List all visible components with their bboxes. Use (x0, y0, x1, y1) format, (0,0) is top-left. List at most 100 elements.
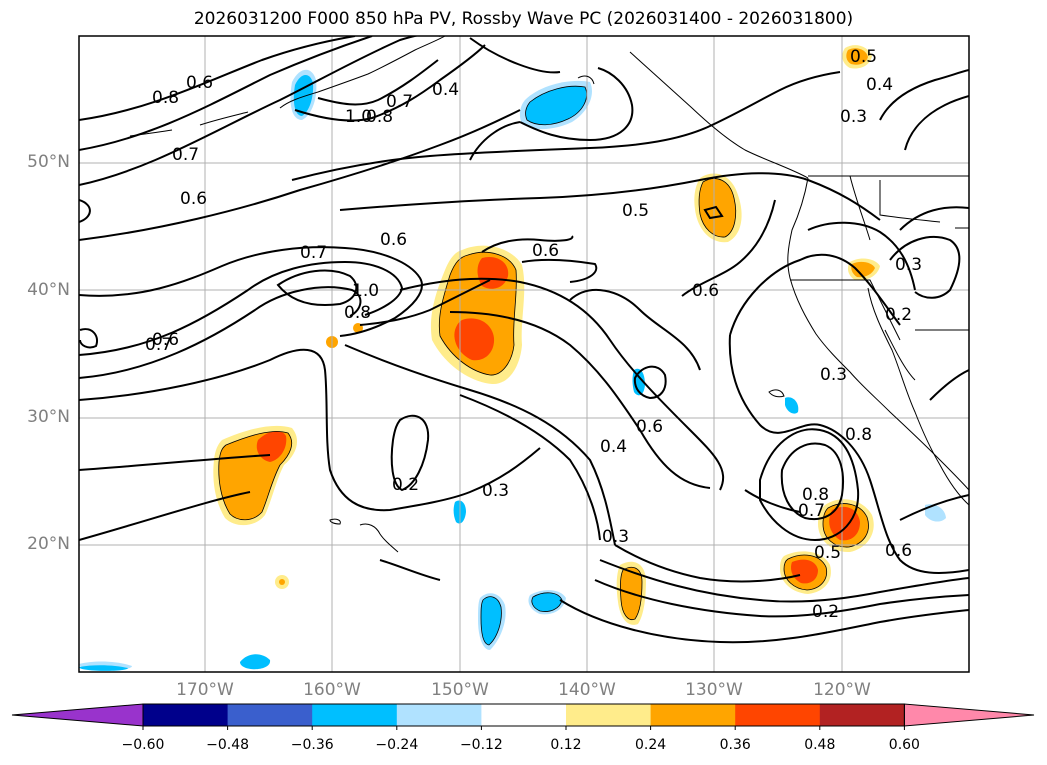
contour-line (594, 579, 969, 618)
contour-label: 0.5 (850, 47, 877, 67)
contour-label: 0.4 (432, 80, 459, 100)
contour-line (744, 489, 801, 513)
contour-label: 0.3 (820, 365, 847, 385)
contour-line (469, 121, 521, 161)
contour-label: 0.8 (344, 303, 371, 323)
colorbar-tick-label: 0.12 (550, 737, 582, 753)
lon-tick-label: 170°W (176, 680, 234, 700)
contour-line (79, 286, 362, 379)
contour-line (481, 235, 574, 253)
contour-label: 0.4 (600, 437, 627, 457)
colorbar-segment (566, 704, 652, 726)
contour-label: 0.8 (845, 425, 872, 445)
anomaly-negative-light (925, 504, 946, 522)
contour-line (79, 454, 271, 471)
anomaly-negative-mid (79, 665, 128, 671)
contour-label: 0.7 (798, 501, 825, 521)
map-background (79, 36, 969, 672)
pv-contours (79, 36, 969, 644)
contour-line (703, 205, 724, 220)
lon-tick-label: 140°W (558, 680, 616, 700)
colorbar-tick-label: −0.48 (206, 737, 250, 753)
contour-label: 0.4 (866, 75, 893, 95)
contour-line (390, 414, 430, 492)
lat-tick-label: 50°N (27, 152, 70, 172)
anomaly-negative-mid (525, 86, 587, 125)
anomaly-positive-strong (454, 318, 495, 361)
map-frame (78, 35, 970, 673)
contour-line (399, 277, 725, 491)
contour-line (899, 206, 969, 231)
anomaly-negative-mid (240, 654, 271, 670)
contour-label: 0.3 (602, 527, 629, 547)
contour-label: 0.6 (152, 330, 179, 350)
colorbar-tick-label: −0.60 (121, 737, 165, 753)
contour-line (79, 109, 521, 241)
colorbar-segment (735, 704, 821, 726)
anomaly-positive-strong (477, 256, 509, 289)
contour-label: 0.2 (392, 475, 419, 495)
anomaly-positive-strong (791, 559, 818, 584)
colorbar-tick-label: 0.48 (804, 737, 836, 753)
anomaly-positive-mid (851, 261, 875, 278)
colorbar-tick-label: −0.24 (375, 737, 419, 753)
contour-label: 0.6 (186, 73, 213, 93)
contour-line (459, 394, 601, 541)
contour-label: 0.3 (482, 481, 509, 501)
anomaly-negative-mid (785, 397, 799, 414)
contour-label: 1.0 (352, 281, 379, 301)
coastlines (129, 36, 969, 553)
contour-label: 0.6 (380, 230, 407, 250)
contour-label: 0.6 (636, 417, 663, 437)
contour-line (759, 428, 860, 542)
lat-tick-label: 30°N (27, 407, 70, 427)
contour-line (889, 235, 961, 299)
contour-line (79, 36, 373, 151)
contour-label: 0.5 (814, 543, 841, 563)
contour-line (469, 37, 561, 74)
colorbar-segment (143, 704, 229, 726)
contour-line (521, 258, 598, 283)
colorbar (11, 703, 1035, 730)
anomaly-positive-strong (829, 506, 860, 541)
contour-label: 0.3 (895, 255, 922, 275)
colorbar-extend-max (903, 703, 1035, 727)
colorbar-tick-label: 0.36 (719, 737, 751, 753)
contour-line (339, 172, 881, 221)
contour-line (79, 260, 404, 356)
anomaly-negative-mid (481, 596, 502, 645)
contour-line (879, 69, 969, 121)
contour-label: 0.8 (366, 107, 393, 127)
colorbar-tick-label: −0.12 (459, 737, 503, 753)
chart-title: 2026031200 F000 850 hPa PV, Rossby Wave … (193, 9, 854, 29)
colorbar-segment (481, 704, 567, 726)
contour-label: 0.6 (532, 241, 559, 261)
lon-tick-label: 130°W (685, 680, 743, 700)
contour-line (344, 344, 616, 546)
colorbar-segment (227, 704, 313, 726)
contour-label: 0.2 (885, 305, 912, 325)
contour-line (79, 246, 423, 337)
contour-label: 0.7 (300, 243, 327, 263)
borders (790, 175, 969, 381)
lat-tick-label: 20°N (27, 534, 70, 554)
contour-line (79, 199, 91, 223)
anomaly-negative-mid (531, 592, 562, 612)
contour-line (79, 348, 541, 512)
contour-label: 0.6 (885, 541, 912, 561)
contour-line (559, 599, 969, 644)
colorbar-frame (142, 703, 905, 727)
colorbar-tick-label: −0.36 (290, 737, 334, 753)
contour-label: 0.7 (386, 92, 413, 112)
contour-line (899, 494, 969, 521)
contour-line (633, 365, 667, 400)
contour-label: 0.6 (692, 281, 719, 301)
contour-label: 0.8 (802, 485, 829, 505)
colorbar-tick-label: 0.24 (635, 737, 667, 753)
contour-line (359, 279, 491, 326)
contour-line (614, 544, 801, 583)
contour-line (79, 36, 356, 121)
colorbar-segment (650, 704, 736, 726)
contour-line (728, 334, 969, 574)
